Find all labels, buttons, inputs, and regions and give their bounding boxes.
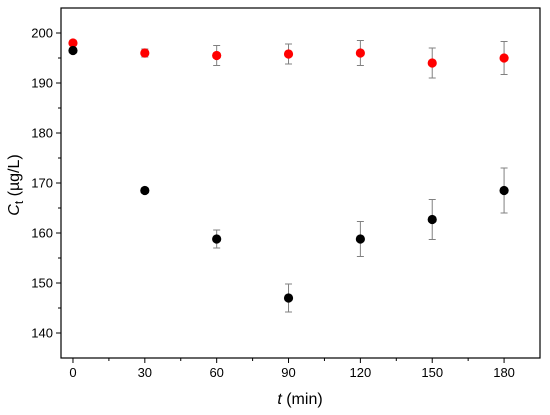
data-point	[499, 53, 509, 63]
x-tick-label: 150	[421, 365, 443, 380]
data-point	[283, 49, 294, 59]
y-tick-label: 180	[31, 126, 53, 141]
data-point	[355, 234, 365, 244]
x-tick-label: 0	[69, 365, 76, 380]
y-tick-label: 190	[31, 76, 53, 91]
series-0-points	[68, 38, 509, 68]
data-point	[355, 48, 365, 58]
plot-frame	[60, 7, 541, 359]
series-1-points	[68, 45, 509, 303]
data-point	[283, 293, 294, 303]
y-axis-label-sub: t	[12, 200, 26, 204]
y-tick-label: 200	[31, 26, 53, 41]
data-point	[140, 48, 150, 58]
y-axis-label-var: C	[6, 204, 23, 216]
series-0	[69, 40, 508, 79]
data-point	[427, 214, 437, 225]
data-point	[427, 58, 437, 68]
x-axis-label-var: t	[277, 391, 282, 408]
x-tick-label: 180	[493, 365, 515, 380]
data-point	[68, 38, 78, 48]
x-axis: 0 30 60 90 120 150 180	[69, 358, 515, 380]
data-point	[212, 234, 222, 244]
x-tick-label: 120	[350, 365, 372, 380]
series-layer	[68, 38, 509, 313]
y-axis: 140 150 160 170 180 190 200	[31, 26, 61, 341]
data-point	[68, 45, 78, 56]
series-1	[69, 47, 508, 313]
x-axis-label: t (min)	[277, 391, 322, 408]
y-tick-label: 160	[31, 226, 53, 241]
y-axis-label-unit: (µg/L)	[6, 154, 23, 201]
y-tick-label: 170	[31, 176, 53, 191]
data-point	[212, 50, 222, 61]
x-tick-label: 30	[138, 365, 152, 380]
y-axis-label: Ct (µg/L)	[6, 154, 26, 215]
y-tick-label: 150	[31, 276, 53, 291]
y-tick-label: 140	[31, 326, 53, 341]
data-point	[140, 185, 150, 196]
x-tick-label: 60	[209, 365, 223, 380]
data-point	[499, 185, 509, 196]
x-tick-label: 90	[281, 365, 295, 380]
x-axis-label-unit: (min)	[282, 391, 323, 408]
